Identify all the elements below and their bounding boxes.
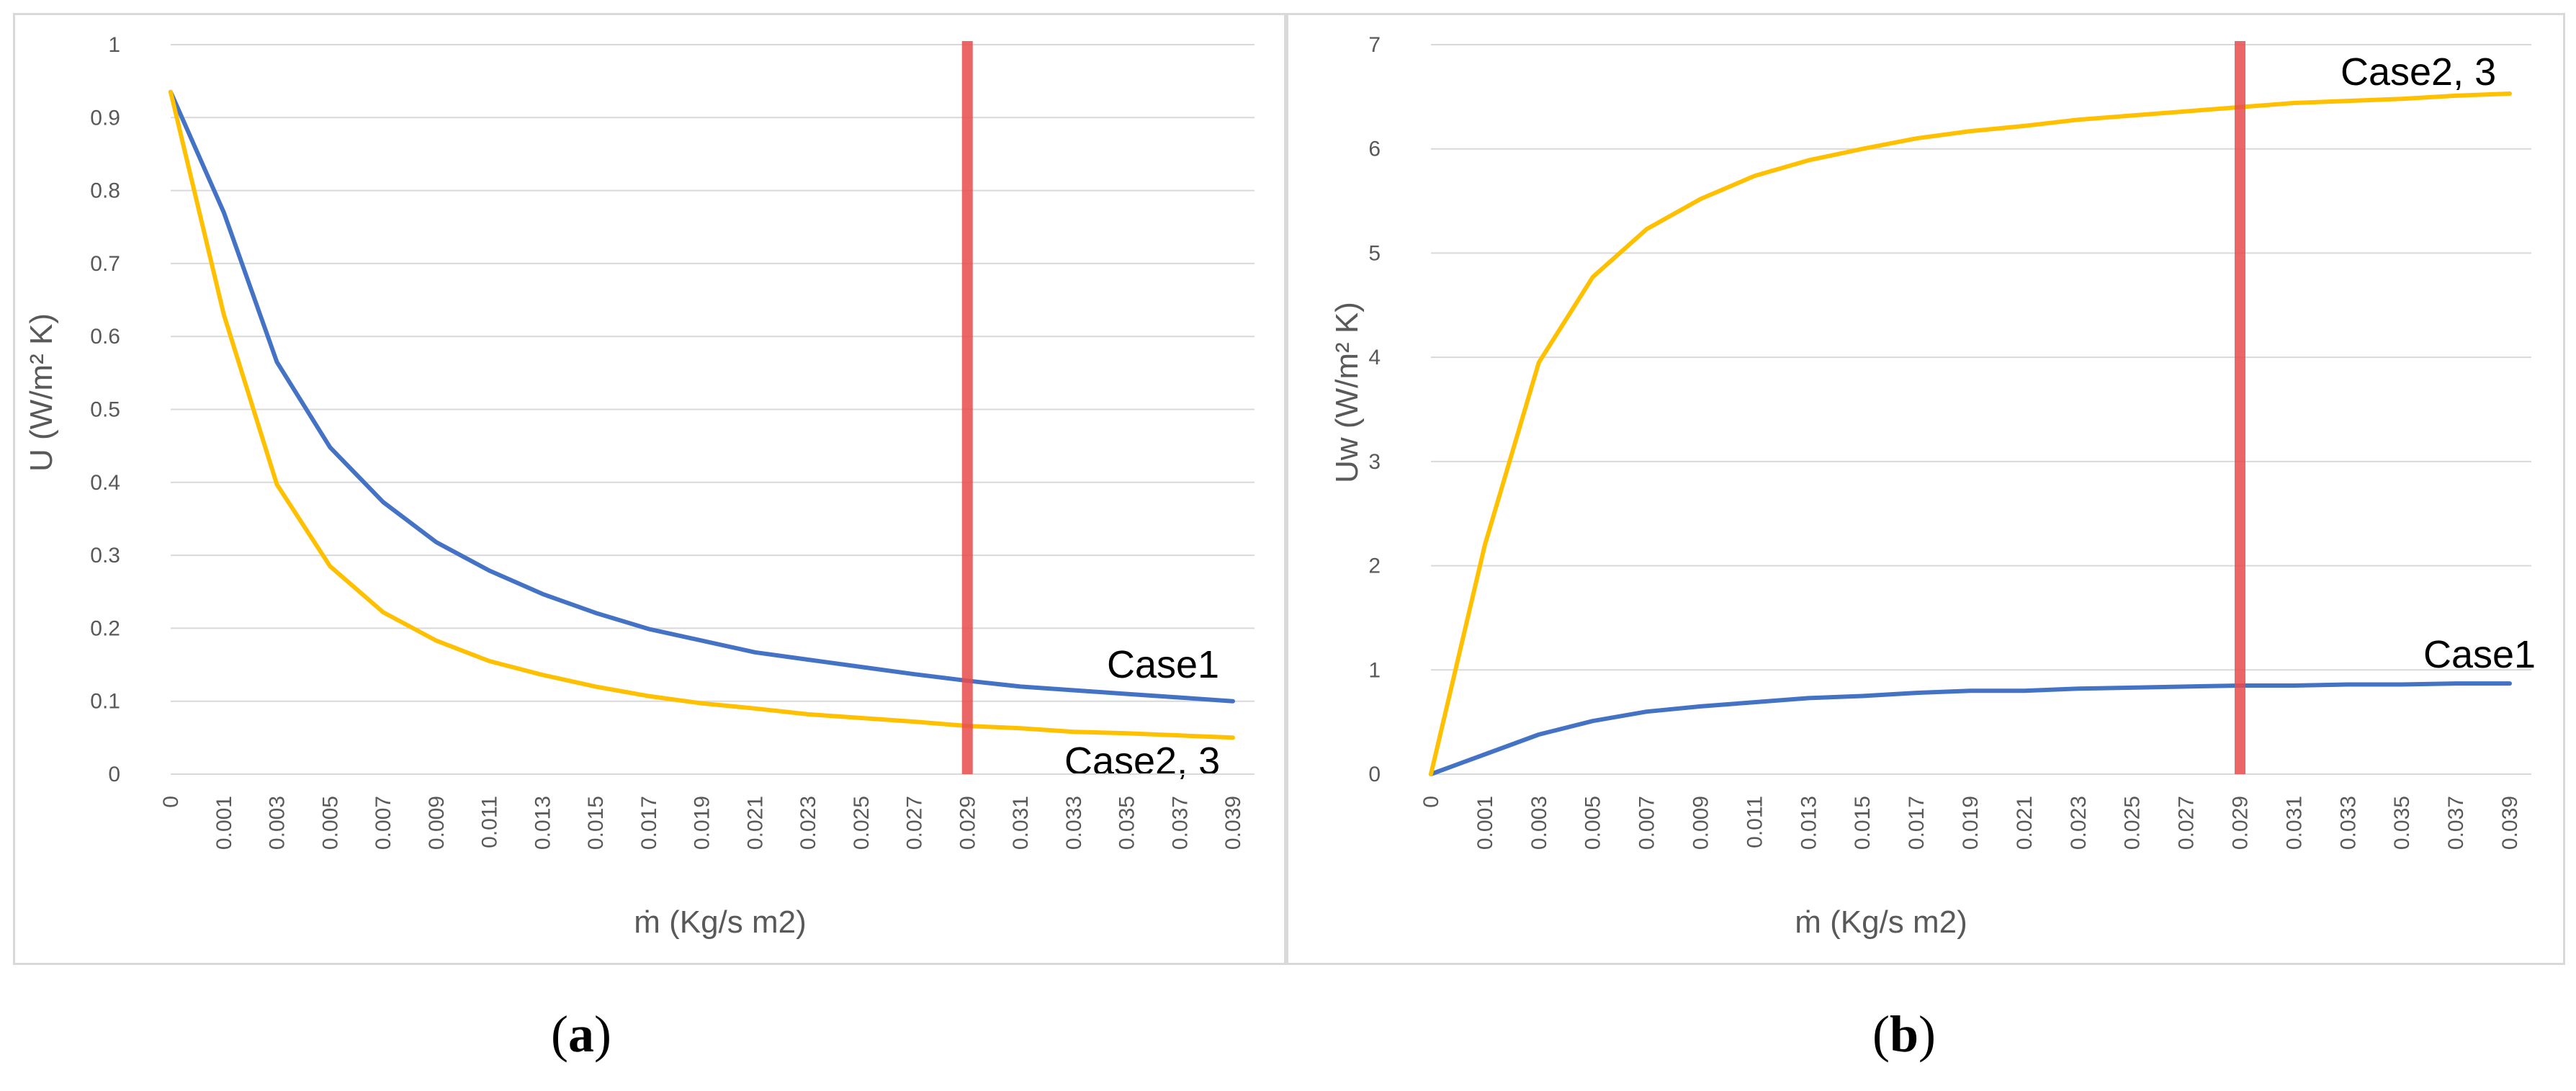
chart-a-x-tick-label-15: 0.029 bbox=[956, 796, 979, 850]
chart-b-y-tick-label-4: 4 bbox=[1368, 346, 1381, 369]
chart-b-x-tick-label-3: 0.005 bbox=[1581, 796, 1605, 850]
chart-b-x-tick-label-5: 0.009 bbox=[1689, 796, 1713, 850]
chart-b-x-tick-label-1: 0.001 bbox=[1473, 796, 1497, 850]
chart-b-x-tick-label-10: 0.019 bbox=[1959, 796, 1983, 850]
chart-a-x-tick-label-4: 0.007 bbox=[372, 796, 395, 850]
chart-b-annotation-case23: Case2, 3 bbox=[2341, 50, 2496, 94]
chart-a-annotation-case23: Case2, 3 bbox=[1064, 740, 1220, 783]
chart-b-x-tick-label-7: 0.013 bbox=[1797, 796, 1821, 850]
chart-b-x-tick-label-17: 0.033 bbox=[2336, 796, 2360, 850]
chart-b-x-axis-title: ṁ (Kg/s m2) bbox=[1795, 904, 1967, 940]
chart-a-x-tick-label-13: 0.025 bbox=[850, 796, 874, 850]
chart-b-x-tick-label-14: 0.027 bbox=[2175, 796, 2199, 850]
chart-a-y-tick-label-3: 0.3 bbox=[90, 544, 120, 567]
panel-label-a-close: ) bbox=[593, 1005, 611, 1063]
chart-a-y-tick-label-2: 0.2 bbox=[90, 616, 120, 640]
chart-b-x-tick-label-6: 0.011 bbox=[1743, 796, 1767, 848]
chart-b-y-tick-label-5: 5 bbox=[1368, 241, 1381, 265]
chart-b-y-tick-label-1: 1 bbox=[1368, 658, 1381, 682]
chart-b-series-line-case1 bbox=[1429, 681, 2512, 776]
chart-a-y-tick-label-0: 0 bbox=[108, 763, 120, 786]
chart-b-x-tick-label-9: 0.017 bbox=[1905, 796, 1929, 850]
chart-a-x-tick-label-16: 0.031 bbox=[1009, 796, 1033, 850]
chart-a-x-tick-label-6: 0.011 bbox=[478, 796, 502, 848]
chart-a-y-tick-label-8: 0.8 bbox=[90, 179, 120, 203]
chart-a-x-tick-label-18: 0.035 bbox=[1116, 796, 1139, 850]
chart-b-y-tick-label-2: 2 bbox=[1368, 555, 1381, 578]
chart-b-x-tick-label-18: 0.035 bbox=[2390, 796, 2414, 850]
chart-a-y-axis-title: U (W/m² K) bbox=[24, 313, 59, 472]
chart-a-annotation-case1: Case1 bbox=[1107, 643, 1219, 686]
panel-label-b-letter: b bbox=[1889, 1005, 1919, 1063]
chart-a-y-tick-label-10: 1 bbox=[108, 33, 120, 57]
chart-a-y-tick-label-7: 0.7 bbox=[90, 252, 120, 276]
chart-b-y-tick-label-0: 0 bbox=[1368, 763, 1381, 786]
chart-b-x-tick-label-19: 0.037 bbox=[2444, 796, 2468, 850]
chart-a-x-tick-label-0: 0 bbox=[159, 796, 183, 808]
chart-b-x-tick-label-2: 0.003 bbox=[1527, 796, 1551, 850]
chart-a-series-line-case1 bbox=[169, 89, 1235, 704]
chart-b-series-line-case23 bbox=[1429, 91, 2512, 776]
chart-a-y-tick-label-1: 0.1 bbox=[90, 690, 120, 714]
chart-a-y-tick-label-6: 0.6 bbox=[90, 325, 120, 349]
chart-a-x-tick-label-10: 0.019 bbox=[691, 796, 714, 850]
chart-b-y-axis-title: Uw (W/m² K) bbox=[1329, 302, 1365, 483]
chart-b-x-tick-label-13: 0.025 bbox=[2121, 796, 2145, 850]
chart-b-x-tick-label-0: 0 bbox=[1419, 796, 1443, 808]
chart-a-x-tick-label-2: 0.003 bbox=[266, 796, 290, 850]
chart-a-x-tick-label-19: 0.037 bbox=[1168, 796, 1192, 850]
chart-panel-a-frame bbox=[13, 13, 1286, 965]
panel-label-a: (a) bbox=[551, 1005, 611, 1064]
chart-a-series-line-case23 bbox=[169, 89, 1235, 740]
chart-b-y-tick-label-7: 7 bbox=[1368, 33, 1381, 57]
chart-a-x-tick-label-3: 0.005 bbox=[318, 796, 342, 850]
panel-label-a-open: ( bbox=[551, 1005, 568, 1063]
chart-b-x-tick-label-8: 0.015 bbox=[1851, 796, 1875, 850]
chart-a-y-tick-label-5: 0.5 bbox=[90, 398, 120, 422]
panel-label-b: (b) bbox=[1872, 1005, 1936, 1064]
chart-b-annotation-case1: Case1 bbox=[2423, 633, 2536, 676]
chart-a-x-tick-label-9: 0.017 bbox=[637, 796, 661, 850]
panel-label-b-close: ) bbox=[1918, 1005, 1937, 1063]
panel-label-b-open: ( bbox=[1872, 1005, 1890, 1063]
chart-b-x-tick-label-4: 0.007 bbox=[1635, 796, 1659, 850]
chart-a-x-tick-label-17: 0.033 bbox=[1062, 796, 1086, 850]
chart-a-y-tick-label-9: 0.9 bbox=[90, 106, 120, 130]
chart-b-x-tick-label-12: 0.023 bbox=[2067, 796, 2091, 850]
chart-a-x-tick-label-5: 0.009 bbox=[425, 796, 449, 850]
chart-a-x-tick-label-11: 0.021 bbox=[743, 796, 767, 850]
panel-label-a-letter: a bbox=[567, 1005, 594, 1063]
chart-b-x-tick-label-15: 0.029 bbox=[2229, 796, 2253, 850]
chart-a-x-tick-label-8: 0.015 bbox=[584, 796, 608, 850]
chart-b-x-tick-label-20: 0.039 bbox=[2498, 796, 2522, 850]
chart-b-x-tick-label-16: 0.031 bbox=[2282, 796, 2306, 850]
chart-a-x-tick-label-20: 0.039 bbox=[1221, 796, 1245, 850]
chart-a-x-tick-label-14: 0.027 bbox=[903, 796, 927, 850]
chart-a-x-tick-label-1: 0.001 bbox=[212, 796, 236, 850]
chart-a-y-tick-label-4: 0.4 bbox=[90, 471, 120, 495]
chart-b-y-tick-label-6: 6 bbox=[1368, 138, 1381, 161]
chart-a-x-tick-label-7: 0.013 bbox=[531, 796, 555, 850]
chart-a-x-tick-label-12: 0.023 bbox=[796, 796, 820, 850]
chart-b-x-tick-label-11: 0.021 bbox=[2013, 796, 2037, 850]
chart-b-y-tick-label-3: 3 bbox=[1368, 450, 1381, 474]
chart-a-x-axis-title: ṁ (Kg/s m2) bbox=[634, 904, 807, 940]
